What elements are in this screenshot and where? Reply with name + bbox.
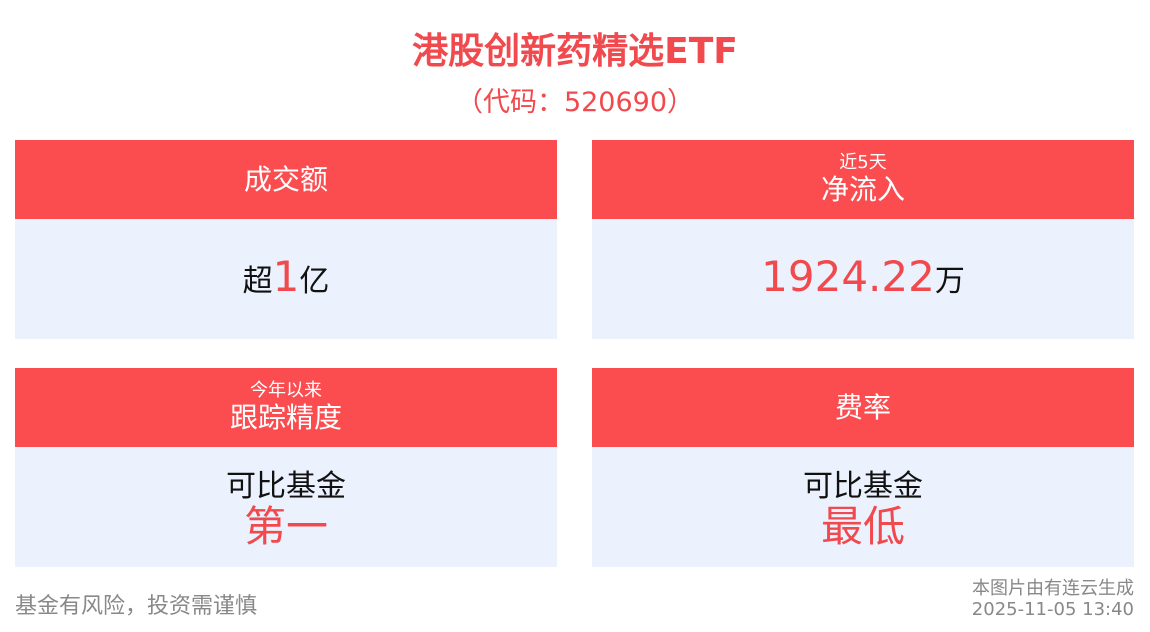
card: 今年以来 跟踪精度 可比基金 第一	[15, 368, 557, 567]
card-body: 1924.22万	[592, 219, 1134, 339]
card: 近5天 净流入 1924.22万	[592, 140, 1134, 339]
card-value: 超1亿	[242, 255, 330, 302]
card-note: 今年以来	[250, 379, 322, 401]
card-header: 近5天 净流入	[592, 140, 1134, 219]
card-label: 净流入	[820, 172, 905, 206]
value-prefix: 可比基金	[226, 469, 346, 504]
card-body: 可比基金 第一	[15, 447, 557, 567]
value: 1	[272, 251, 300, 301]
title: 港股创新药精选ETF	[412, 31, 738, 72]
footer-credit: 本图片由有连云生成 2025-11-05 13:40	[972, 578, 1134, 620]
subtitle: （代码：520690）	[455, 87, 695, 118]
card-body: 可比基金 最低	[592, 447, 1134, 567]
card: 成交额 超1亿	[15, 140, 557, 339]
value-suffix: 万	[934, 263, 965, 299]
disclaimer: 基金有风险，投资需谨慎	[15, 594, 258, 619]
card-body: 超1亿	[15, 219, 557, 339]
credit: 本图片由有连云生成	[972, 578, 1134, 599]
card-label: 费率	[834, 390, 891, 424]
card-note: 近5天	[839, 151, 887, 173]
card: 费率 可比基金 最低	[592, 368, 1134, 567]
card-label: 成交额	[243, 162, 328, 196]
value-prefix: 可比基金	[803, 469, 923, 504]
value-suffix: 亿	[299, 263, 330, 299]
timestamp: 2025-11-05 13:40	[971, 599, 1134, 620]
card-label: 跟踪精度	[229, 400, 342, 434]
card-value: 1924.22万	[761, 255, 965, 302]
card-header: 费率	[592, 368, 1134, 447]
value: 1924.22	[761, 251, 935, 301]
card-header: 成交额	[15, 140, 557, 219]
card-header: 今年以来 跟踪精度	[15, 368, 557, 447]
value: 最低	[820, 502, 905, 551]
value-prefix: 超	[242, 263, 273, 299]
value: 第一	[243, 502, 328, 551]
